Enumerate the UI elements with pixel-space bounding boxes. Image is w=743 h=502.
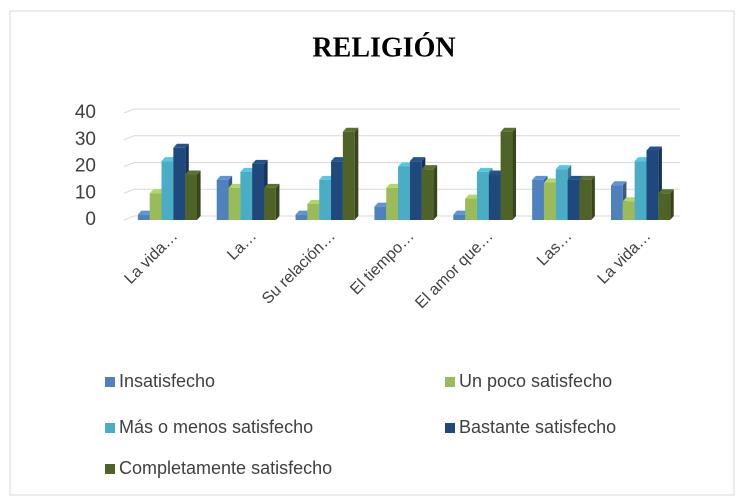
bar-side [433, 165, 438, 220]
legend-swatch [105, 464, 115, 474]
bar [386, 187, 399, 220]
bar [646, 150, 659, 220]
bar [476, 171, 489, 220]
bar-top [228, 183, 244, 188]
bar [421, 169, 434, 220]
bar [488, 174, 501, 220]
legend-swatch [445, 377, 455, 387]
bar-top [622, 197, 639, 202]
bar [295, 214, 308, 220]
bar-top [331, 157, 347, 162]
bar [228, 187, 241, 220]
grid-line [123, 135, 680, 141]
bar-side [354, 127, 359, 220]
legend-swatch [105, 423, 115, 433]
bar [331, 161, 343, 220]
bar-side [670, 189, 674, 220]
bar [622, 201, 635, 220]
bar-top [500, 127, 517, 132]
bar-top [295, 210, 311, 215]
bar [342, 131, 355, 220]
bar-top [488, 170, 505, 175]
bar-top [240, 167, 256, 172]
bar-top [319, 175, 335, 180]
bar-top [342, 127, 359, 132]
bar [173, 147, 186, 220]
y-tick-label: 30 [75, 129, 96, 150]
legend-swatch [445, 423, 455, 433]
bar-top [465, 194, 481, 199]
bar-top [634, 157, 651, 162]
legend-label: Bastante satisfecho [459, 417, 616, 437]
legend-swatch [105, 377, 115, 387]
bar-top [658, 189, 674, 194]
bar-top [567, 175, 584, 180]
bar [307, 203, 320, 220]
bar-top [386, 183, 402, 188]
bar-top [611, 181, 627, 186]
bar-top [453, 210, 469, 215]
bar [611, 185, 623, 220]
bar [264, 187, 276, 220]
bar [500, 131, 513, 220]
legend-label: Más o menos satisfecho [119, 417, 313, 437]
bar-top [398, 162, 414, 167]
bar-top [307, 199, 323, 204]
bar-top [409, 157, 426, 162]
y-tick-label: 0 [85, 209, 96, 230]
bar-top [555, 165, 572, 170]
bar-top [185, 170, 201, 175]
chart-title: RELIGIÓN [312, 32, 455, 63]
bar-top [173, 143, 189, 148]
bar-top [161, 157, 177, 162]
bar [634, 161, 647, 220]
bar [398, 166, 410, 220]
bar-top [646, 146, 662, 151]
bar-top [476, 167, 493, 172]
bar [149, 193, 162, 220]
bar [185, 174, 197, 220]
bar-top [149, 189, 166, 194]
y-tick-label: 10 [75, 182, 96, 203]
bar-top [252, 159, 268, 164]
bar [374, 206, 387, 220]
grid-line [123, 162, 680, 167]
bar [409, 161, 422, 220]
bar-top [264, 183, 280, 188]
bar-top [579, 175, 595, 180]
bar [532, 179, 544, 220]
grid-line [123, 108, 680, 114]
bar [453, 214, 466, 220]
bar [567, 179, 580, 220]
bar [543, 182, 556, 220]
bar-top [532, 175, 548, 180]
bar-top [543, 178, 560, 183]
legend-label: Insatisfecho [119, 371, 215, 391]
bar [555, 169, 568, 220]
bar-top [421, 165, 438, 170]
bar [658, 193, 671, 220]
bar [216, 179, 229, 220]
y-tick-label: 20 [75, 156, 96, 177]
bar-side [512, 127, 517, 220]
bar [161, 161, 174, 220]
bar-side [591, 175, 595, 220]
bar-top [374, 202, 390, 207]
bar [137, 214, 150, 220]
bar-side [275, 183, 280, 220]
y-tick-label: 40 [75, 102, 96, 123]
bar [579, 179, 592, 220]
chart-border [9, 10, 735, 496]
bar [465, 198, 477, 220]
bar-side [197, 170, 201, 220]
bar [319, 179, 332, 220]
legend-label: Completamente satisfecho [119, 458, 332, 478]
bar-top [216, 175, 233, 180]
legend-label: Un poco satisfecho [459, 371, 612, 391]
bar [252, 163, 265, 220]
bar [240, 171, 253, 220]
bar-top [137, 210, 154, 215]
